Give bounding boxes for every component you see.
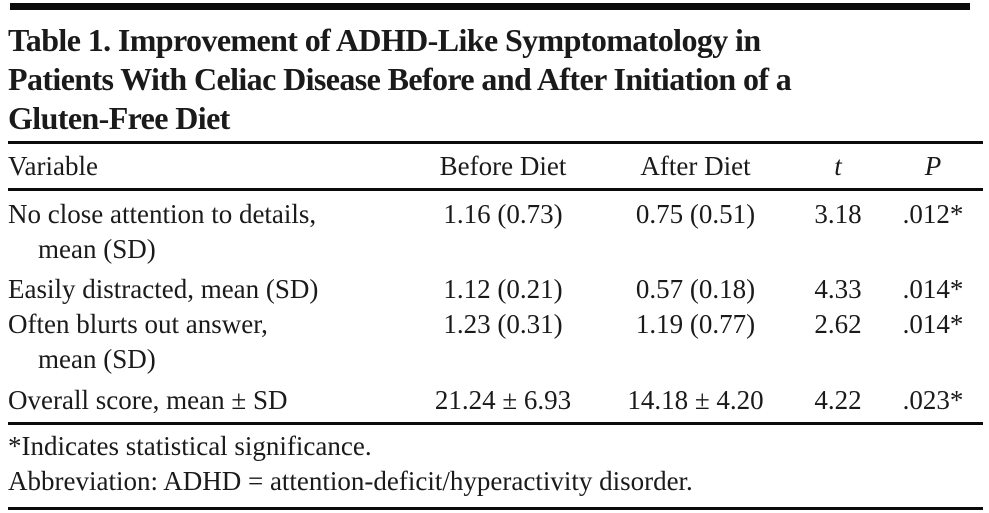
column-header-p: P [924,151,942,181]
cell-before-diet: 1.23 (0.31) [443,309,563,339]
rule-above-footnotes [8,422,983,425]
cell-after-diet: 1.19 (0.77) [635,309,756,339]
cell-variable: No close attention to details, mean (SD) [8,197,408,267]
cell-before-diet: 21.24 ± 6.93 [434,385,572,415]
bottom-rule [8,507,983,510]
cell-variable: Often blurts out answer, mean (SD) [8,307,408,377]
table-row: Often blurts out answer, mean (SD) 1.23 … [8,307,983,377]
variable-line-2: mean (SD) [38,234,156,264]
cell-after-diet: 0.75 (0.51) [635,199,756,229]
column-header-t: t [834,151,842,181]
cell-after-diet: 14.18 ± 4.20 [627,385,764,415]
cell-t-value: 3.18 [814,199,862,229]
rule-under-header [8,188,983,191]
cell-p-value: .014* [902,274,964,304]
top-rule-thick [10,3,970,10]
table-title: Table 1. Improvement of ADHD-Like Sympto… [8,21,983,138]
cell-before-diet: 1.16 (0.73) [443,199,563,229]
column-header-before-diet: Before Diet [439,151,567,181]
cell-p-value: .014* [902,309,964,339]
cell-variable: Easily distracted, mean (SD) [8,272,408,307]
rule-under-title [8,141,983,144]
column-header-variable: Variable [8,151,98,181]
table-title-line-1: Table 1. Improvement of ADHD-Like Sympto… [8,22,761,58]
footnote-significance: *Indicates statistical significance. [8,431,372,461]
column-header-after-diet: After Diet [640,151,751,181]
variable-line-2: mean (SD) [38,344,156,374]
variable-line-1: Easily distracted, mean (SD) [8,274,319,304]
cell-before-diet: 1.12 (0.21) [443,274,563,304]
variable-line-1: Often blurts out answer, [8,309,268,339]
variable-line-1: Overall score, mean ± SD [8,385,288,415]
table-title-line-3: Gluten-Free Diet [8,100,230,136]
table-header-row: Variable Before Diet After Diet t P [8,144,983,188]
table-row: Overall score, mean ± SD 21.24 ± 6.93 14… [8,383,983,418]
cell-p-value: .023* [902,385,964,415]
table-title-line-2: Patients With Celiac Disease Before and … [8,61,792,97]
table-body: No close attention to details, mean (SD)… [8,191,983,418]
cell-t-value: 2.62 [814,309,862,339]
data-table: Variable Before Diet After Diet t P No c… [8,144,983,510]
cell-after-diet: 0.57 (0.18) [635,274,756,304]
cell-variable: Overall score, mean ± SD [8,383,408,418]
footnote-abbreviation: Abbreviation: ADHD = attention-deficit/h… [8,466,693,496]
cell-p-value: .012* [902,199,964,229]
variable-line-1: No close attention to details, [8,199,317,229]
cell-t-value: 4.22 [814,385,862,415]
table-row: No close attention to details, mean (SD)… [8,191,983,267]
cell-t-value: 4.33 [814,274,862,304]
table-row: Easily distracted, mean (SD) 1.12 (0.21)… [8,272,983,307]
table-footnotes: *Indicates statistical significance. Abb… [8,429,983,499]
